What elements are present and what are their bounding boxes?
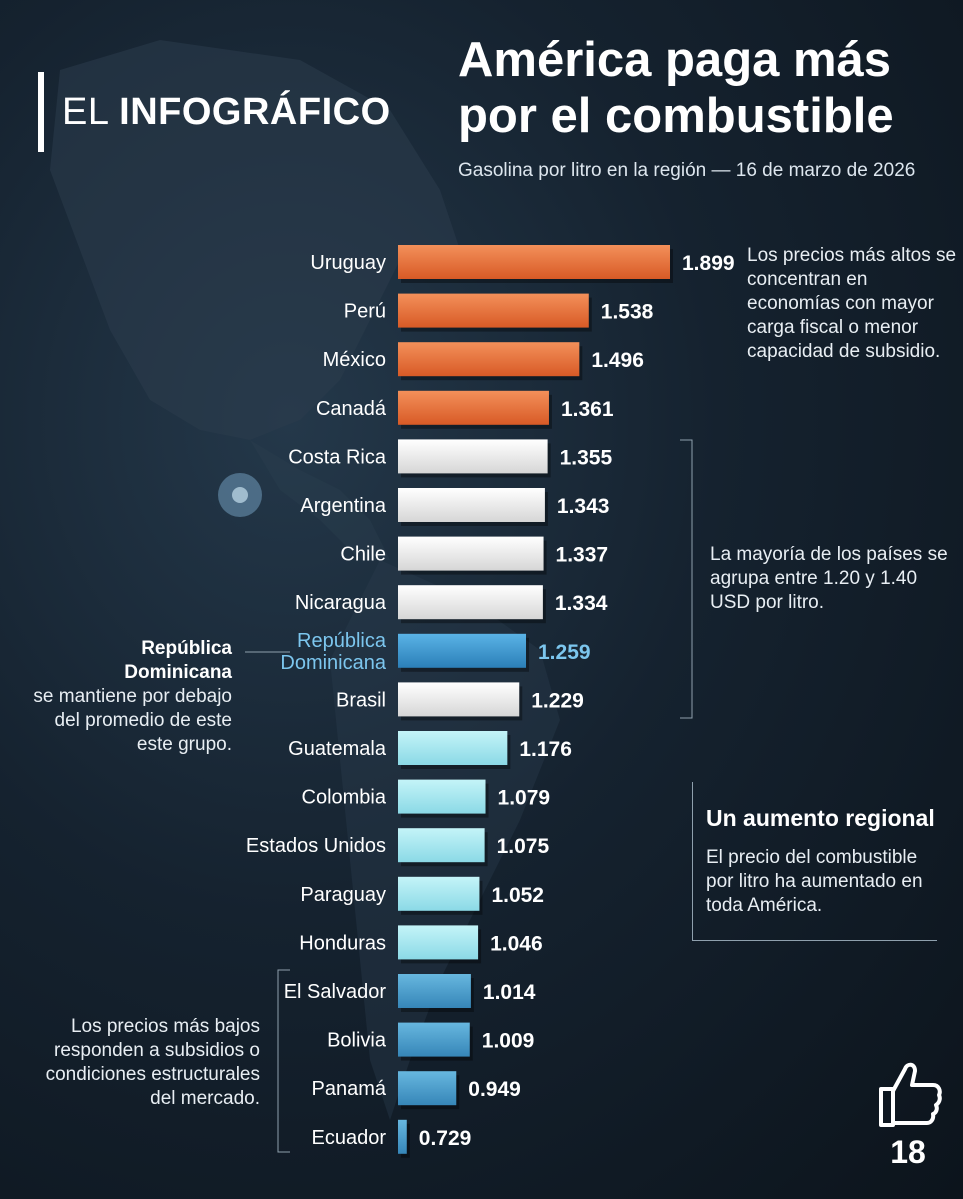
brand-text: EL INFOGRÁFICO [62,91,391,134]
value-label-estados-unidos: 1.075 [497,835,550,858]
category-label-costa-rica: Costa Rica [288,446,387,468]
bar-bolivia [398,1022,470,1057]
bar-panama [398,1071,457,1106]
bar-costa-rica [398,439,548,474]
category-label-nicaragua: Nicaragua [295,592,387,614]
bar-ecuador [398,1119,407,1154]
value-label-guatemala: 1.176 [519,738,572,761]
value-label-peru: 1.538 [601,301,654,324]
thumbs-up-icon [879,1062,942,1127]
like-button[interactable]: 18 [870,1055,946,1171]
category-label-republica-dominicana: República Dominicana [280,630,386,674]
value-label-bolivia: 1.009 [482,1030,535,1053]
value-label-republica-dominicana: 1.259 [538,641,591,664]
bar-canada [398,390,549,425]
regional-increase-callout [692,782,937,941]
bar-chile [398,536,544,571]
value-label-argentina: 1.343 [557,495,610,518]
value-label-honduras: 1.046 [490,932,543,955]
value-label-el-salvador: 1.014 [483,981,536,1004]
value-label-costa-rica: 1.355 [560,446,613,469]
note-high-prices: Los precios más altos se concentran en e… [747,245,957,362]
value-label-uruguay: 1.899 [682,252,735,275]
value-label-mexico: 1.496 [591,349,644,372]
low-group-bracket [277,969,290,1153]
value-label-chile: 1.337 [556,544,609,567]
value-label-paraguay: 1.052 [491,884,544,907]
bar-estados-unidos [398,828,485,863]
value-label-panama: 0.949 [468,1078,521,1101]
bar-mexico [398,342,580,377]
bar-el-salvador [398,974,471,1008]
bar-brasil [398,682,520,717]
bar-uruguay [398,245,670,279]
category-label-panama: Panamá [312,1078,387,1100]
brand-name: INFOGRÁFICO [119,90,391,133]
category-label-brasil: Brasil [336,689,386,711]
category-label-guatemala: Guatemala [288,738,387,760]
category-label-peru: Perú [344,301,386,323]
value-label-colombia: 1.079 [498,787,551,810]
middle-group-bracket [680,439,693,719]
category-label-chile: Chile [340,544,386,566]
bar-argentina [398,488,545,522]
category-label-paraguay: Paraguay [300,884,386,906]
like-count: 18 [890,1134,926,1170]
chart-subtitle: Gasolina por litro en la región — 16 de … [458,160,916,181]
bar-guatemala [398,731,508,765]
bar-republica-dominicana [398,633,527,668]
note-low-prices: Los precios más bajos responden a subsid… [45,1016,260,1109]
category-label-el-salvador: El Salvador [284,981,387,1003]
bar-honduras [398,925,479,960]
category-label-ecuador: Ecuador [312,1127,387,1149]
value-label-brasil: 1.229 [531,689,584,712]
category-label-argentina: Argentina [300,495,386,517]
callout-title: Un aumento regional [706,805,935,831]
value-label-nicaragua: 1.334 [555,592,608,615]
note-middle-group: La mayoría de los países se agrupa entre… [710,544,948,613]
bar-nicaragua [398,585,543,620]
brand-logo: EL INFOGRÁFICO [38,72,391,152]
brand-bar [38,72,44,152]
chart-title: América paga más por el combustible [458,33,894,143]
category-label-uruguay: Uruguay [310,252,386,274]
note-dr-strong: República Dominicana [124,638,232,683]
bar-peru [398,293,589,328]
value-label-ecuador: 0.729 [419,1127,472,1150]
bar-colombia [398,779,486,814]
value-label-canada: 1.361 [561,398,614,421]
category-label-canada: Canadá [316,398,387,420]
note-dominican-republic: República Dominicana se mantiene por deb… [30,637,232,757]
category-label-colombia: Colombia [302,787,387,809]
category-label-estados-unidos: Estados Unidos [246,835,386,857]
category-label-honduras: Honduras [299,932,386,954]
brand-prefix: EL [62,90,109,133]
category-label-mexico: México [323,349,386,371]
note-dr-text: se mantiene por debajo del promedio de e… [33,686,232,755]
callout-body: El precio del combustible por litro ha a… [706,847,923,916]
bar-paraguay [398,876,480,911]
category-label-bolivia: Bolivia [327,1030,387,1052]
